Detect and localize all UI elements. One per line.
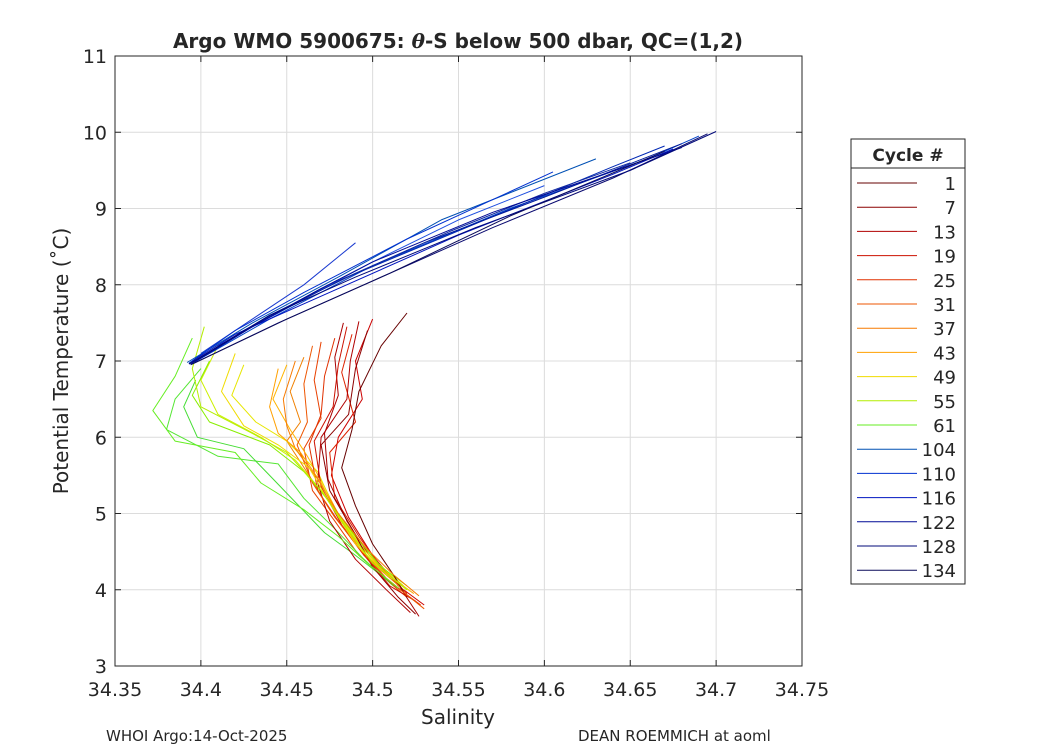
footer-right: DEAN ROEMMICH at aoml bbox=[578, 727, 771, 745]
series-line-cycle-122 bbox=[190, 147, 682, 365]
profile-curve bbox=[231, 364, 408, 591]
curves bbox=[152, 131, 717, 617]
x-tick-label: 34.5 bbox=[351, 679, 393, 701]
y-tick-label: 5 bbox=[95, 504, 107, 526]
x-tick-label: 34.4 bbox=[180, 679, 222, 701]
legend-label-cycle-110: 110 bbox=[922, 464, 956, 485]
series-line-cycle-110 bbox=[188, 171, 554, 364]
y-tick-label: 3 bbox=[95, 656, 107, 678]
x-tick-labels: 34.35 34.4 34.45 34.5 34.55 34.6 34.65 34.7 34.7… bbox=[88, 679, 829, 701]
y-tick-label: 11 bbox=[83, 46, 107, 68]
footer-left: WHOI Argo:14-Oct-2025 bbox=[106, 727, 287, 745]
chart-title: Argo WMO 5900675: θ-S below 500 dbar, QC… bbox=[173, 29, 743, 53]
series-line-cycle-61 bbox=[152, 337, 399, 589]
legend-label-cycle-1: 1 bbox=[945, 174, 956, 195]
x-tick-label: 34.75 bbox=[775, 679, 829, 701]
profile-curve bbox=[166, 368, 394, 587]
x-tick-label: 34.55 bbox=[431, 679, 485, 701]
legend-label-cycle-37: 37 bbox=[933, 319, 956, 340]
legend-label-cycle-134: 134 bbox=[922, 561, 956, 582]
legend-label-cycle-49: 49 bbox=[933, 368, 956, 389]
y-tick-label: 10 bbox=[83, 122, 107, 144]
legend-label-cycle-104: 104 bbox=[922, 440, 956, 461]
x-tick-label: 34.65 bbox=[603, 679, 657, 701]
series-line-cycle-55 bbox=[191, 326, 408, 591]
series-line-cycle-1 bbox=[341, 312, 408, 598]
legend-label-cycle-61: 61 bbox=[933, 416, 956, 437]
x-axis-label: Salinity bbox=[421, 705, 495, 729]
y-axis-label: Potential Temperature (˚C) bbox=[49, 228, 73, 495]
y-tick-label: 8 bbox=[95, 275, 107, 297]
ticks bbox=[114, 55, 803, 667]
y-tick-label: 4 bbox=[95, 580, 107, 602]
y-tick-label: 7 bbox=[95, 351, 107, 373]
x-tick-label: 34.45 bbox=[260, 679, 314, 701]
series-line-cycle-37 bbox=[282, 360, 420, 597]
series-line-cycle-7 bbox=[320, 330, 416, 615]
series-line-cycle-49 bbox=[221, 353, 411, 592]
legend-label-cycle-43: 43 bbox=[933, 343, 956, 364]
legend-label-cycle-128: 128 bbox=[922, 537, 956, 558]
legend-label-cycle-122: 122 bbox=[922, 513, 956, 534]
legend-label-cycle-55: 55 bbox=[933, 392, 956, 413]
profile-curve bbox=[183, 379, 391, 583]
y-tick-label: 6 bbox=[95, 427, 107, 449]
legend-label-cycle-116: 116 bbox=[922, 489, 956, 510]
series-line-cycle-134 bbox=[190, 150, 665, 366]
series-line-cycle-19 bbox=[313, 326, 416, 602]
y-tick-label: 9 bbox=[95, 199, 107, 221]
legend-items: 1 7 13 19 25 31 37 43 49 55 61 104 110 116 122 128 134 bbox=[857, 174, 956, 582]
series-line-cycle-31 bbox=[296, 345, 425, 610]
series-line-cycle-116 bbox=[192, 148, 674, 362]
legend-label-cycle-7: 7 bbox=[945, 198, 956, 219]
legend-label-cycle-19: 19 bbox=[933, 247, 956, 268]
series-line-cycle-128 bbox=[188, 131, 717, 365]
legend-title: Cycle # bbox=[872, 146, 943, 166]
grid bbox=[114, 55, 803, 667]
legend: Cycle # 1 7 13 19 25 31 37 43 49 55 61 104 110 116 122… bbox=[850, 138, 966, 585]
y-tick-labels: 3 4 5 6 7 8 9 10 11 bbox=[83, 46, 107, 678]
legend-box bbox=[850, 138, 966, 585]
x-tick-label: 34.35 bbox=[88, 679, 142, 701]
legend-label-cycle-13: 13 bbox=[933, 222, 956, 243]
series-line-cycle-43 bbox=[269, 368, 415, 595]
x-tick-label: 34.6 bbox=[523, 679, 565, 701]
legend-label-cycle-31: 31 bbox=[933, 295, 956, 316]
x-tick-label: 34.7 bbox=[695, 679, 737, 701]
legend-label-cycle-25: 25 bbox=[933, 271, 956, 292]
